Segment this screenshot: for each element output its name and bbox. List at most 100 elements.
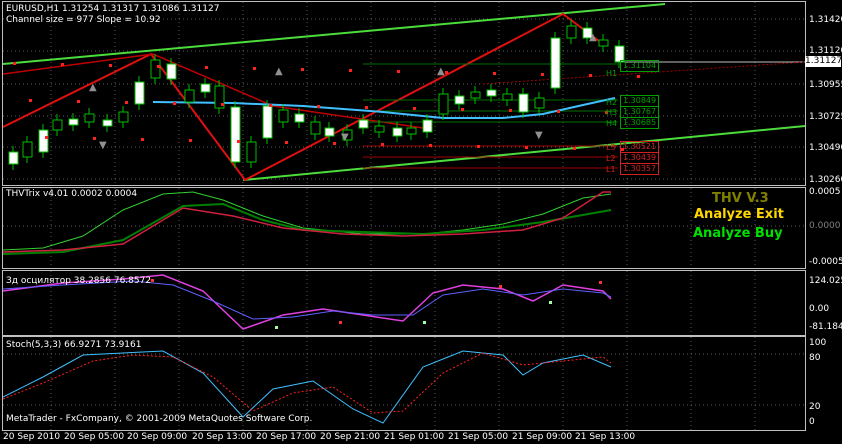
candle-body (502, 93, 513, 101)
signal-dot (237, 140, 240, 143)
price-pane[interactable]: ▲ ▲ ▲ ▲ ▼ ▼ ▼ EURUSD,H1 1.31254 1.31317 1.3108… (0, 0, 842, 187)
symbol-info: EURUSD,H1 1.31254 1.31317 1.31086 1.3112… (6, 4, 220, 14)
analyze-exit-label: Analyze Exit (694, 207, 784, 222)
candle-body (406, 127, 417, 135)
signal-dot (141, 138, 144, 141)
signal-dot (477, 145, 480, 148)
time-label: 20 Sep 13:00 (192, 432, 253, 442)
stochastic-scale: 100 80 20 0 (806, 336, 842, 432)
time-label: 20 Sep 05:00 (64, 432, 125, 442)
stochastic-plot[interactable] (2, 336, 806, 431)
stochastic-chart[interactable] (3, 337, 805, 430)
signal-dot (509, 109, 512, 112)
oscillator-scale: 124.0257 0.00 -81.1848 (806, 270, 842, 336)
signal-dot (461, 108, 464, 111)
candle-body (84, 113, 95, 123)
price-tick: 1.30725 (809, 112, 842, 122)
osc-tick: -81.1848 (809, 322, 842, 332)
thv-trix-chart[interactable] (3, 188, 805, 268)
candle-body (52, 119, 63, 131)
thv-tick: 0.0000 (809, 221, 841, 231)
signal-dot (77, 100, 80, 103)
signal-dot (93, 137, 96, 140)
candle-body (166, 63, 177, 80)
oscillator-chart[interactable] (3, 271, 805, 335)
candle-body (150, 59, 161, 79)
candle-body (470, 91, 481, 99)
thv-scale: 0.0005 0.0000 -0.0005 (806, 187, 842, 269)
candle-body (518, 93, 529, 113)
signal-dot (365, 106, 368, 109)
candle-body (214, 85, 225, 109)
fractal-down-arrow: ▼ (99, 140, 107, 151)
candle-body (534, 97, 545, 109)
candle-body (358, 119, 369, 129)
candle-body (550, 37, 561, 89)
signal-dot (493, 72, 496, 75)
level-mark: L2 (606, 154, 616, 163)
candle-body (246, 141, 257, 163)
signal-dot (445, 71, 448, 74)
level-mark: L1 (606, 165, 616, 174)
price-tick: 1.30490 (809, 143, 842, 153)
stoch-tick: 0 (809, 417, 815, 427)
candle-body (278, 109, 289, 123)
level-mark: H2 (606, 98, 618, 107)
stoch-tick: 100 (809, 338, 827, 348)
price-scale: 1.31420 1.31120 1.30955 1.30725 1.30490 … (806, 0, 842, 187)
stochastic-pane[interactable]: Stoch(5,3,3) 66.9271 73.9161 MetaTrader … (0, 336, 842, 432)
fractal-down-arrow: ▼ (341, 132, 349, 143)
thv-trix-plot[interactable] (2, 187, 806, 269)
time-label: 20 Sep 21:00 (320, 432, 381, 442)
trend-line (3, 53, 424, 129)
price-chart[interactable]: ▲ ▲ ▲ ▲ ▼ ▼ ▼ (3, 2, 805, 185)
thv-trix-title: THVTrix v4.01 0.0002 0.0004 (6, 189, 138, 199)
oscillator-dot (423, 321, 426, 324)
signal-dot (109, 64, 112, 67)
candle-body (454, 95, 465, 105)
price-tick: 1.31120 (809, 46, 842, 56)
signal-dot (157, 65, 160, 68)
stoch-tick: 80 (809, 353, 821, 363)
signal-dot (333, 142, 336, 145)
oscillator-plot[interactable] (2, 270, 806, 336)
signal-dot (413, 107, 416, 110)
oscillator-pane[interactable]: Зд осцилятор 38.2856 76.8572 124.0257 0.… (0, 270, 842, 336)
stoch-signal-line (3, 352, 612, 414)
candle-body (22, 141, 33, 158)
channel-lower-line (242, 125, 805, 181)
channel-info: Channel size = 977 Slope = 10.92 (6, 15, 161, 25)
channel-upper-line (3, 3, 666, 65)
dotted-projection-line (482, 61, 805, 85)
signal-dot (61, 63, 64, 66)
signal-dot (13, 62, 16, 65)
level-mark: L3 (606, 143, 616, 152)
price-plot-area[interactable]: ▲ ▲ ▲ ▲ ▼ ▼ ▼ (2, 1, 806, 186)
signal-dot (605, 111, 608, 114)
signal-dot (285, 141, 288, 144)
osc-tick: 0.00 (809, 304, 830, 314)
thv-trix-pane[interactable]: THVTrix v4.01 0.0002 0.0004 THV V.3 Anal… (0, 187, 842, 269)
signal-dot (541, 73, 544, 76)
thv-tick: 0.0005 (809, 187, 841, 197)
trix-signal-line (3, 191, 611, 253)
time-label: 20 Sep 09:00 (127, 432, 188, 442)
fractal-down-arrow: ▼ (535, 130, 543, 141)
stoch-tick: 20 (809, 402, 821, 412)
candle-body (422, 119, 433, 133)
candle-body (598, 39, 609, 47)
signal-dot (621, 148, 624, 151)
price-tick: 1.30260 (809, 175, 842, 185)
signal-dot (525, 146, 528, 149)
candle-body (324, 127, 335, 137)
signal-dot (253, 67, 256, 70)
trix-fast-line (3, 191, 612, 251)
candle-body (294, 113, 305, 123)
candle-body (262, 105, 273, 139)
zigzag-line (3, 12, 604, 182)
oscillator-dot (151, 279, 154, 282)
signal-dot (349, 69, 352, 72)
candle-body (38, 129, 49, 153)
candle-body (8, 151, 19, 165)
oscillator-dot (339, 321, 342, 324)
